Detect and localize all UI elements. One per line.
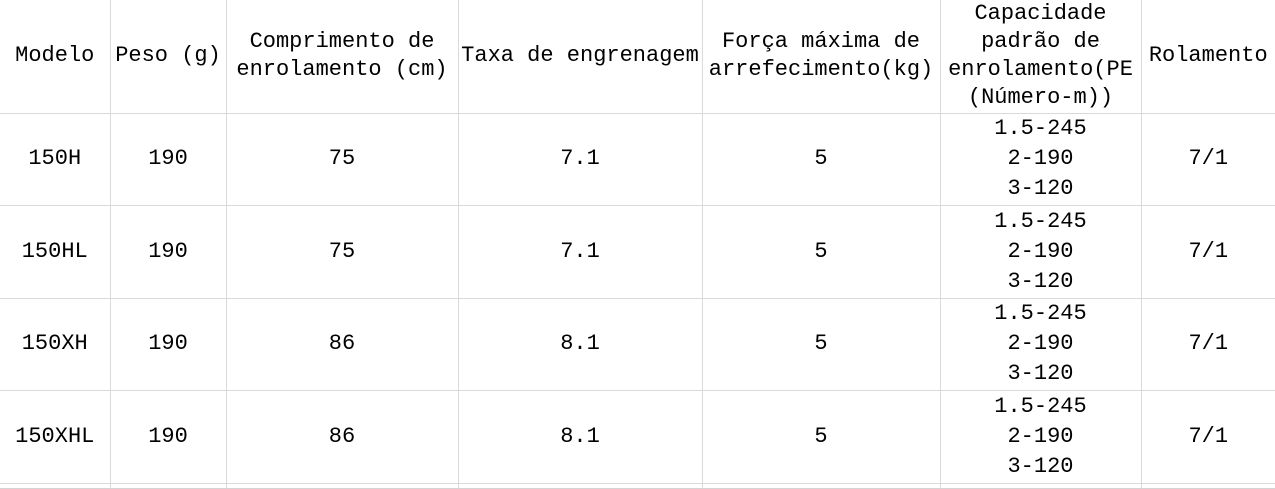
header-row: Modelo Peso (g) Comprimento de enrolamen… xyxy=(0,0,1275,114)
cell-forca: 5 xyxy=(701,112,941,206)
partial-next-row xyxy=(0,482,1275,489)
cell-comprimento: 86 xyxy=(225,389,459,484)
header-comprimento: Comprimento de enrolamento (cm) xyxy=(225,0,459,114)
header-modelo: Modelo xyxy=(0,0,111,114)
table-row-150xh: 150XH 190 86 8.1 5 1.5-245 2-190 3-120 7… xyxy=(0,297,1275,391)
cell-capacidade: 1.5-245 2-190 3-120 xyxy=(939,112,1142,206)
cell-modelo: 150HL xyxy=(0,204,111,299)
cell-peso: 190 xyxy=(109,297,227,391)
header-rolamento: Rolamento xyxy=(1140,0,1275,114)
cell-taxa: 7.1 xyxy=(457,112,703,206)
cell-rolamento: 7/1 xyxy=(1140,297,1275,391)
table-row-150hl: 150HL 190 75 7.1 5 1.5-245 2-190 3-120 7… xyxy=(0,204,1275,299)
cell-capacidade: 1.5-245 2-190 3-120 xyxy=(939,204,1142,299)
cell-modelo: 150H xyxy=(0,112,111,206)
cell-rolamento: 7/1 xyxy=(1140,389,1275,484)
cell-peso: 190 xyxy=(109,389,227,484)
cell-capacidade: 1.5-245 2-190 3-120 xyxy=(939,297,1142,391)
table-row-150xhl: 150XHL 190 86 8.1 5 1.5-245 2-190 3-120 … xyxy=(0,389,1275,484)
cell-taxa: 8.1 xyxy=(457,389,703,484)
cell-taxa: 7.1 xyxy=(457,204,703,299)
cell-taxa: 8.1 xyxy=(457,297,703,391)
cell-rolamento: 7/1 xyxy=(1140,112,1275,206)
cell-comprimento: 75 xyxy=(225,112,459,206)
cell-forca: 5 xyxy=(701,204,941,299)
cell-modelo: 150XHL xyxy=(0,389,111,484)
header-taxa: Taxa de engrenagem xyxy=(457,0,703,114)
cell-modelo: 150XH xyxy=(0,297,111,391)
cell-comprimento: 86 xyxy=(225,297,459,391)
header-forca: Força máxima de arrefecimento(kg) xyxy=(701,0,941,114)
cell-forca: 5 xyxy=(701,297,941,391)
cell-peso: 190 xyxy=(109,112,227,206)
cell-comprimento: 75 xyxy=(225,204,459,299)
table-row-150h: 150H 190 75 7.1 5 1.5-245 2-190 3-120 7/… xyxy=(0,112,1275,206)
header-peso: Peso (g) xyxy=(109,0,227,114)
cell-capacidade: 1.5-245 2-190 3-120 xyxy=(939,389,1142,484)
cell-rolamento: 7/1 xyxy=(1140,204,1275,299)
cell-forca: 5 xyxy=(701,389,941,484)
header-capacidade: Capacidade padrão de enrolamento(PE (Núm… xyxy=(939,0,1142,114)
cell-peso: 190 xyxy=(109,204,227,299)
